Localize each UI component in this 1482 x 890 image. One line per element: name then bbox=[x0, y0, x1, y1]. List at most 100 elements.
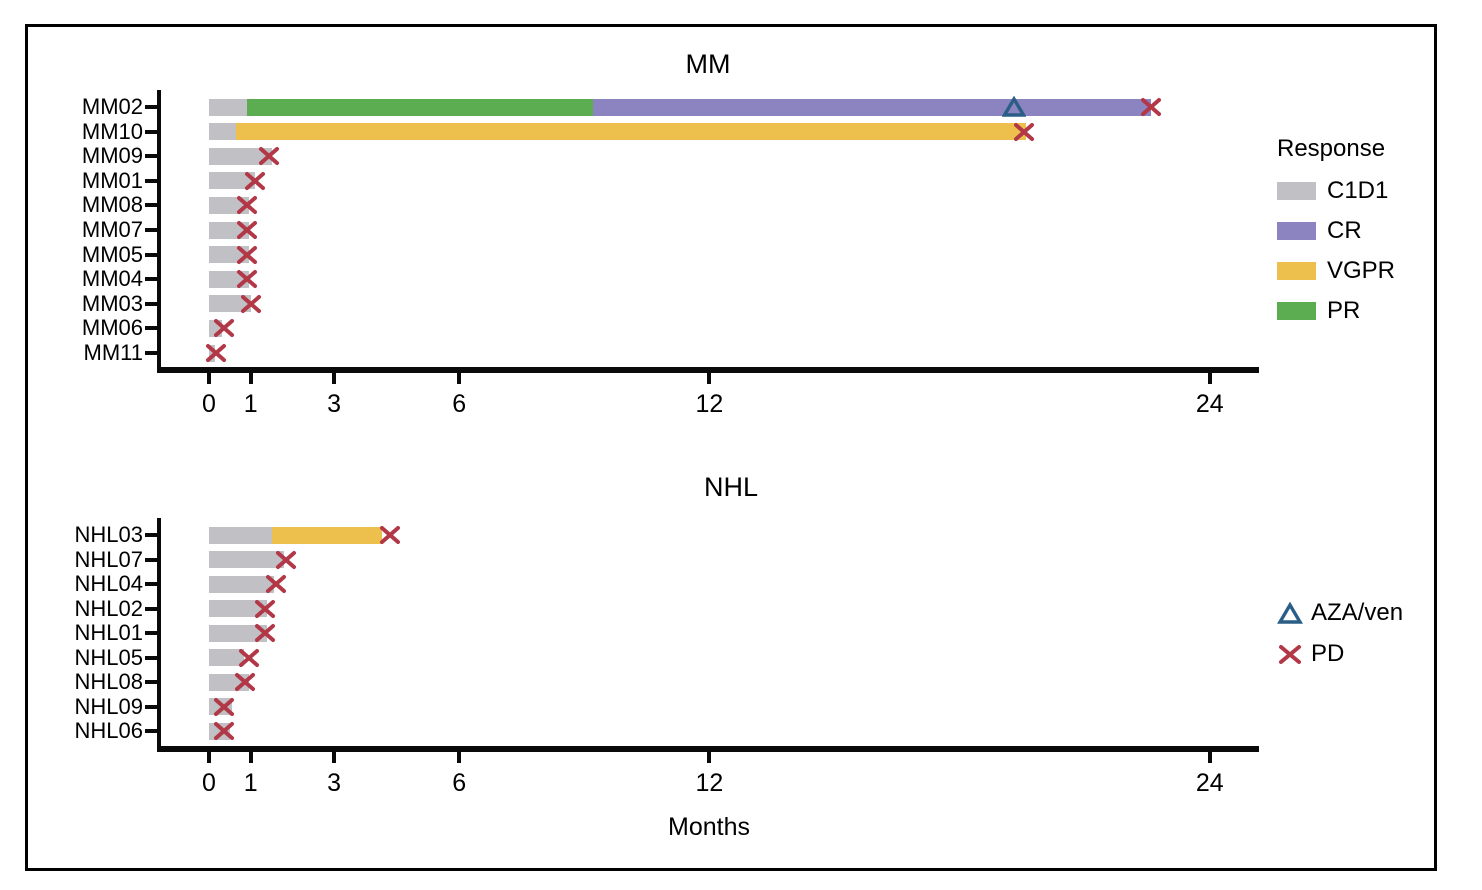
x-tick-mark bbox=[248, 752, 253, 763]
marker-legend-item-label: AZA/ven bbox=[1311, 598, 1404, 626]
y-tick-mark bbox=[145, 105, 157, 109]
y-tick-mark bbox=[145, 351, 157, 355]
y-tick-mark bbox=[145, 178, 157, 183]
bar-segment-c1d1 bbox=[209, 722, 230, 740]
patient-label: MM06 bbox=[81, 315, 143, 341]
bar-segment-c1d1 bbox=[209, 98, 247, 116]
x-tick-mark bbox=[332, 373, 337, 384]
x-tick-label: 12 bbox=[695, 769, 724, 797]
y-axis-spine bbox=[157, 518, 161, 752]
pd-marker-icon bbox=[236, 196, 257, 215]
patient-label: NHL01 bbox=[74, 620, 143, 645]
y-tick-mark bbox=[145, 557, 157, 562]
cr-swatch-icon bbox=[1277, 221, 1316, 240]
pd-marker-icon bbox=[255, 599, 276, 618]
aza-ven-marker-icon bbox=[1277, 601, 1303, 624]
x-tick-label: 0 bbox=[202, 390, 216, 418]
y-tick-mark bbox=[145, 203, 157, 208]
patient-label: NHL04 bbox=[74, 571, 143, 596]
mm-panel-title: MM bbox=[685, 49, 731, 79]
x-tick-label: 6 bbox=[452, 390, 467, 418]
c1d1-swatch-icon bbox=[1277, 181, 1316, 200]
pd-marker-icon bbox=[213, 722, 234, 740]
y-tick-mark bbox=[145, 606, 157, 611]
bar-segment-c1d1 bbox=[209, 172, 255, 190]
y-axis-spine bbox=[157, 90, 161, 373]
pd-marker-icon bbox=[1014, 122, 1035, 141]
bar-segment-c1d1 bbox=[209, 147, 272, 165]
x-axis-line bbox=[157, 746, 1259, 752]
y-tick-mark bbox=[145, 154, 157, 159]
bar-segment-vgpr bbox=[271, 526, 383, 544]
response-legend: Response C1D1 CR VGPR PR bbox=[1277, 135, 1427, 337]
y-tick-mark bbox=[145, 129, 157, 134]
y-tick-mark bbox=[145, 704, 157, 709]
bar-segment-c1d1 bbox=[209, 624, 268, 642]
bar-segment-c1d1 bbox=[209, 526, 272, 544]
x-tick-mark bbox=[707, 373, 712, 384]
x-tick-mark bbox=[207, 752, 211, 763]
patient-label: MM01 bbox=[81, 167, 143, 193]
pd-marker-icon bbox=[240, 294, 261, 313]
response-legend-items: C1D1 CR VGPR PR bbox=[1277, 177, 1427, 324]
bar-segment-c1d1 bbox=[209, 649, 245, 666]
patient-label: MM10 bbox=[81, 118, 143, 144]
pd-marker-icon bbox=[1141, 98, 1162, 116]
pd-marker-icon bbox=[380, 526, 401, 544]
patient-label: MM07 bbox=[81, 217, 143, 242]
response-legend-item: VGPR bbox=[1277, 257, 1427, 284]
x-tick-label: 24 bbox=[1195, 390, 1224, 418]
bar-segment-c1d1 bbox=[209, 551, 285, 568]
x-tick-label: 1 bbox=[243, 390, 258, 418]
vgpr-swatch-icon bbox=[1277, 261, 1316, 280]
bar-segment-c1d1 bbox=[209, 600, 268, 617]
x-tick-label: 3 bbox=[327, 769, 342, 797]
y-tick-mark bbox=[145, 533, 157, 537]
x-tick-label: 12 bbox=[695, 390, 724, 418]
response-legend-item-label: VGPR bbox=[1327, 256, 1396, 284]
pd-marker-icon bbox=[206, 344, 227, 362]
patient-label: NHL09 bbox=[74, 693, 143, 719]
pd-marker-icon bbox=[255, 624, 276, 642]
x-tick-label: 6 bbox=[452, 769, 467, 797]
x-axis-title: Months bbox=[668, 813, 750, 841]
x-tick-label: 24 bbox=[1195, 769, 1224, 797]
x-tick-label: 0 bbox=[202, 769, 216, 797]
y-tick-mark bbox=[145, 252, 157, 257]
patient-label: MM02 bbox=[81, 94, 143, 119]
y-tick-mark bbox=[145, 301, 157, 306]
x-axis-line bbox=[157, 367, 1259, 373]
patient-label: NHL02 bbox=[74, 595, 143, 621]
x-tick-mark bbox=[207, 373, 211, 384]
bar-segment-c1d1 bbox=[209, 295, 251, 313]
patient-label: NHL06 bbox=[74, 718, 143, 743]
pd-marker-icon bbox=[235, 673, 256, 691]
marker-legend: AZA/ven PD bbox=[1277, 599, 1437, 681]
pd-marker-icon bbox=[236, 270, 257, 289]
pd-marker-icon bbox=[244, 171, 265, 190]
patient-label: MM05 bbox=[81, 241, 143, 267]
aza-ven-marker-icon bbox=[1001, 96, 1026, 117]
response-legend-item: C1D1 bbox=[1277, 177, 1427, 204]
marker-legend-item-label: PD bbox=[1311, 639, 1345, 667]
response-legend-item: PR bbox=[1277, 297, 1427, 324]
figure-frame bbox=[25, 24, 1437, 871]
x-tick-mark bbox=[707, 752, 712, 763]
patient-label: NHL03 bbox=[74, 522, 143, 547]
bar-segment-cr bbox=[592, 98, 1152, 116]
pd-marker-icon bbox=[265, 575, 286, 593]
patient-label: MM08 bbox=[81, 192, 143, 218]
y-tick-mark bbox=[145, 582, 157, 586]
pd-marker-icon bbox=[259, 147, 280, 166]
bar-segment-pr bbox=[246, 98, 593, 116]
y-tick-mark bbox=[145, 228, 157, 232]
patient-label: MM04 bbox=[81, 266, 143, 292]
y-tick-mark bbox=[145, 655, 157, 660]
patient-label: MM11 bbox=[83, 340, 144, 365]
y-tick-mark bbox=[145, 326, 157, 331]
x-tick-mark bbox=[457, 373, 462, 384]
patient-label: NHL07 bbox=[74, 546, 143, 572]
x-tick-mark bbox=[457, 752, 462, 763]
y-tick-mark bbox=[145, 277, 157, 282]
x-tick-mark bbox=[248, 373, 253, 384]
